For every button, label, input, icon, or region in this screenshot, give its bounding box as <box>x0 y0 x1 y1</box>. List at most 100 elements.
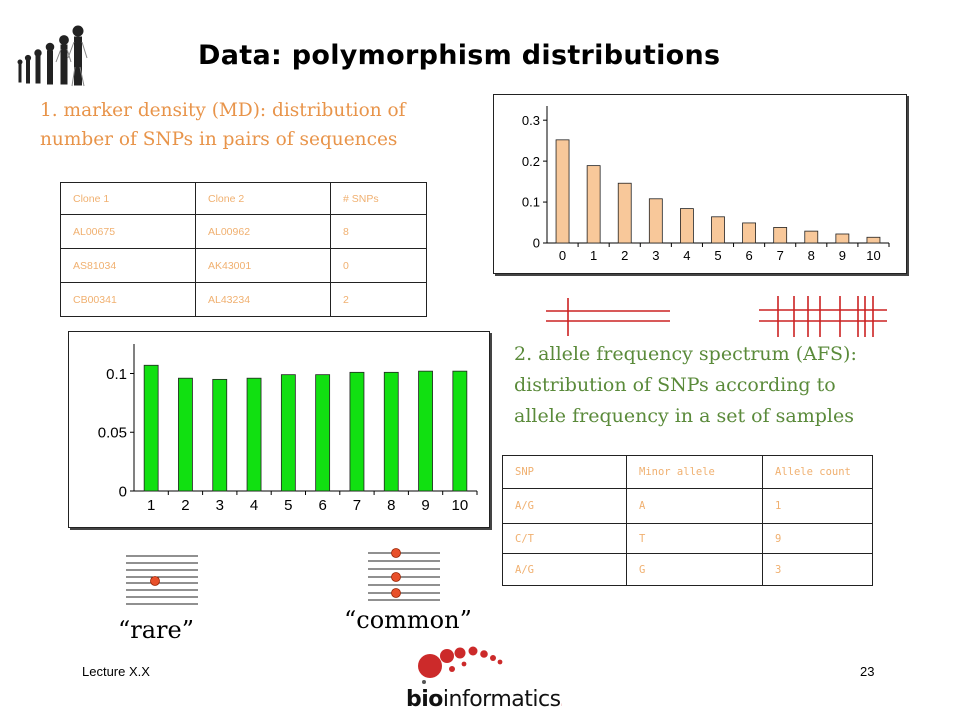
bar-5 <box>711 216 725 244</box>
x-tick-label: 1 <box>147 497 155 514</box>
bar-2 <box>617 182 632 244</box>
table-cell: AK43001 <box>195 248 331 283</box>
x-tick-label: 9 <box>839 248 846 263</box>
table-cell: G <box>626 553 763 586</box>
table-cell: AL43234 <box>195 282 331 317</box>
table-row: A/G A 1 <box>502 488 873 524</box>
common-label: “common” <box>344 606 472 634</box>
x-tick-label: 8 <box>808 248 815 263</box>
y-tick-label: 0 <box>119 483 127 500</box>
bar-1 <box>143 364 159 492</box>
table-header-cell: Clone 1 <box>60 182 196 215</box>
x-tick-label: 8 <box>387 497 395 514</box>
afs-chart-frame: 0 0.05 0.1 1 2 3 4 5 6 7 8 9 10 <box>68 331 490 528</box>
y-tick-label: 0.2 <box>522 154 540 169</box>
section2-line3: allele frequency in a set of samples <box>514 405 854 427</box>
bar-3 <box>648 198 663 244</box>
table-cell: A/G <box>502 488 627 524</box>
table-header-cell: # SNPs <box>330 182 427 215</box>
table-header-row: Clone 1 Clone 2 # SNPs <box>60 182 427 215</box>
bar-5 <box>280 374 296 492</box>
footer-lecture: Lecture X.X <box>82 664 150 679</box>
table-cell: 2 <box>330 282 427 317</box>
x-tick-label: 6 <box>318 497 326 514</box>
bar-7 <box>773 227 788 244</box>
section1-line2: number of SNPs in pairs of sequences <box>40 129 398 150</box>
x-tick-label: 0 <box>559 248 566 263</box>
human-evolution-icon <box>14 22 90 94</box>
x-tick-label: 4 <box>250 497 258 514</box>
y-tick-label: 0.05 <box>98 425 127 442</box>
table-cell: AL00675 <box>60 214 196 249</box>
y-tick-label: 0.3 <box>522 113 540 128</box>
bar-1 <box>586 165 601 244</box>
bar-6 <box>315 374 331 492</box>
x-tick-label: 10 <box>866 248 880 263</box>
bar-3 <box>212 378 228 492</box>
table-row: CB00341 AL43234 2 <box>60 282 427 317</box>
x-tick-label: 9 <box>421 497 429 514</box>
x-tick-label: 5 <box>714 248 721 263</box>
section2-description: 2. allele frequency spectrum (AFS): dist… <box>514 339 857 432</box>
table-row: AS81034 AK43001 0 <box>60 248 427 283</box>
table-cell: 1 <box>762 488 873 524</box>
table-cell: A <box>626 488 763 524</box>
y-tick-label: 0.1 <box>106 366 127 383</box>
x-tick-label: 7 <box>353 497 361 514</box>
x-tick-label: 5 <box>284 497 292 514</box>
bar-10 <box>866 236 881 244</box>
table-row: A/G G 3 <box>502 553 873 586</box>
bar-8 <box>804 230 819 244</box>
table-header-cell: Minor allele <box>626 455 763 489</box>
table-cell: 9 <box>762 523 873 554</box>
bar-8 <box>383 371 399 492</box>
bioinformatics-logo: bioinformatics.ca <box>406 646 562 712</box>
x-tick-label: 3 <box>216 497 224 514</box>
table-header-cell: SNP <box>502 455 627 489</box>
svg-text:bioinformatics.ca: bioinformatics.ca <box>406 687 562 712</box>
table-row: C/T T 9 <box>502 523 873 554</box>
section1-description: 1. marker density (MD): distribution of … <box>40 96 406 154</box>
x-tick-label: 6 <box>745 248 752 263</box>
slide-title: Data: polymorphism distributions <box>198 40 721 71</box>
table-cell: A/G <box>502 553 627 586</box>
table-cell: AL00962 <box>195 214 331 249</box>
md-table: Clone 1 Clone 2 # SNPs AL00675 AL00962 8… <box>60 182 427 317</box>
md-chart-frame: 0 0.1 0.2 0.3 0 1 2 3 4 5 6 7 8 9 10 <box>493 94 907 274</box>
bar-9 <box>835 233 850 244</box>
afs-table: SNP Minor allele Allele count A/G A 1 C/… <box>502 455 873 586</box>
table-header-cell: Clone 2 <box>195 182 331 215</box>
x-tick-label: 1 <box>590 248 597 263</box>
table-row: AL00675 AL00962 8 <box>60 214 427 249</box>
y-tick-label: 0 <box>533 236 540 251</box>
bar-4 <box>246 377 262 492</box>
table-cell: C/T <box>502 523 627 554</box>
table-header-cell: Allele count <box>762 455 873 489</box>
bar-9 <box>418 370 433 492</box>
table-cell: AS81034 <box>60 248 196 283</box>
x-tick-label: 2 <box>621 248 628 263</box>
bar-0 <box>555 139 570 244</box>
x-tick-label: 3 <box>652 248 659 263</box>
snp-pair-diagram-many <box>759 296 887 337</box>
section1-line1: 1. marker density (MD): distribution of <box>40 100 406 121</box>
section2-line2: distribution of SNPs according to <box>514 374 836 396</box>
common-allele-diagram <box>368 548 440 601</box>
y-tick-label: 0.1 <box>522 195 540 210</box>
rare-label: “rare” <box>118 616 194 644</box>
bar-10 <box>452 370 468 492</box>
bar-7 <box>349 371 365 492</box>
table-cell: 0 <box>330 248 427 283</box>
bar-6 <box>742 222 756 244</box>
x-tick-label: 4 <box>683 248 690 263</box>
bar-4 <box>680 208 694 244</box>
table-cell: 3 <box>762 553 873 586</box>
section2-line1: 2. allele frequency spectrum (AFS): <box>514 343 857 365</box>
table-cell: CB00341 <box>60 282 196 317</box>
afs-bar-chart: 0 0.05 0.1 1 2 3 4 5 6 7 8 9 10 <box>98 344 478 514</box>
table-cell: T <box>626 523 763 554</box>
snp-pair-diagram-few <box>546 298 670 336</box>
table-header-row: SNP Minor allele Allele count <box>502 455 873 489</box>
x-tick-label: 10 <box>452 497 469 514</box>
x-tick-label: 2 <box>181 497 189 514</box>
